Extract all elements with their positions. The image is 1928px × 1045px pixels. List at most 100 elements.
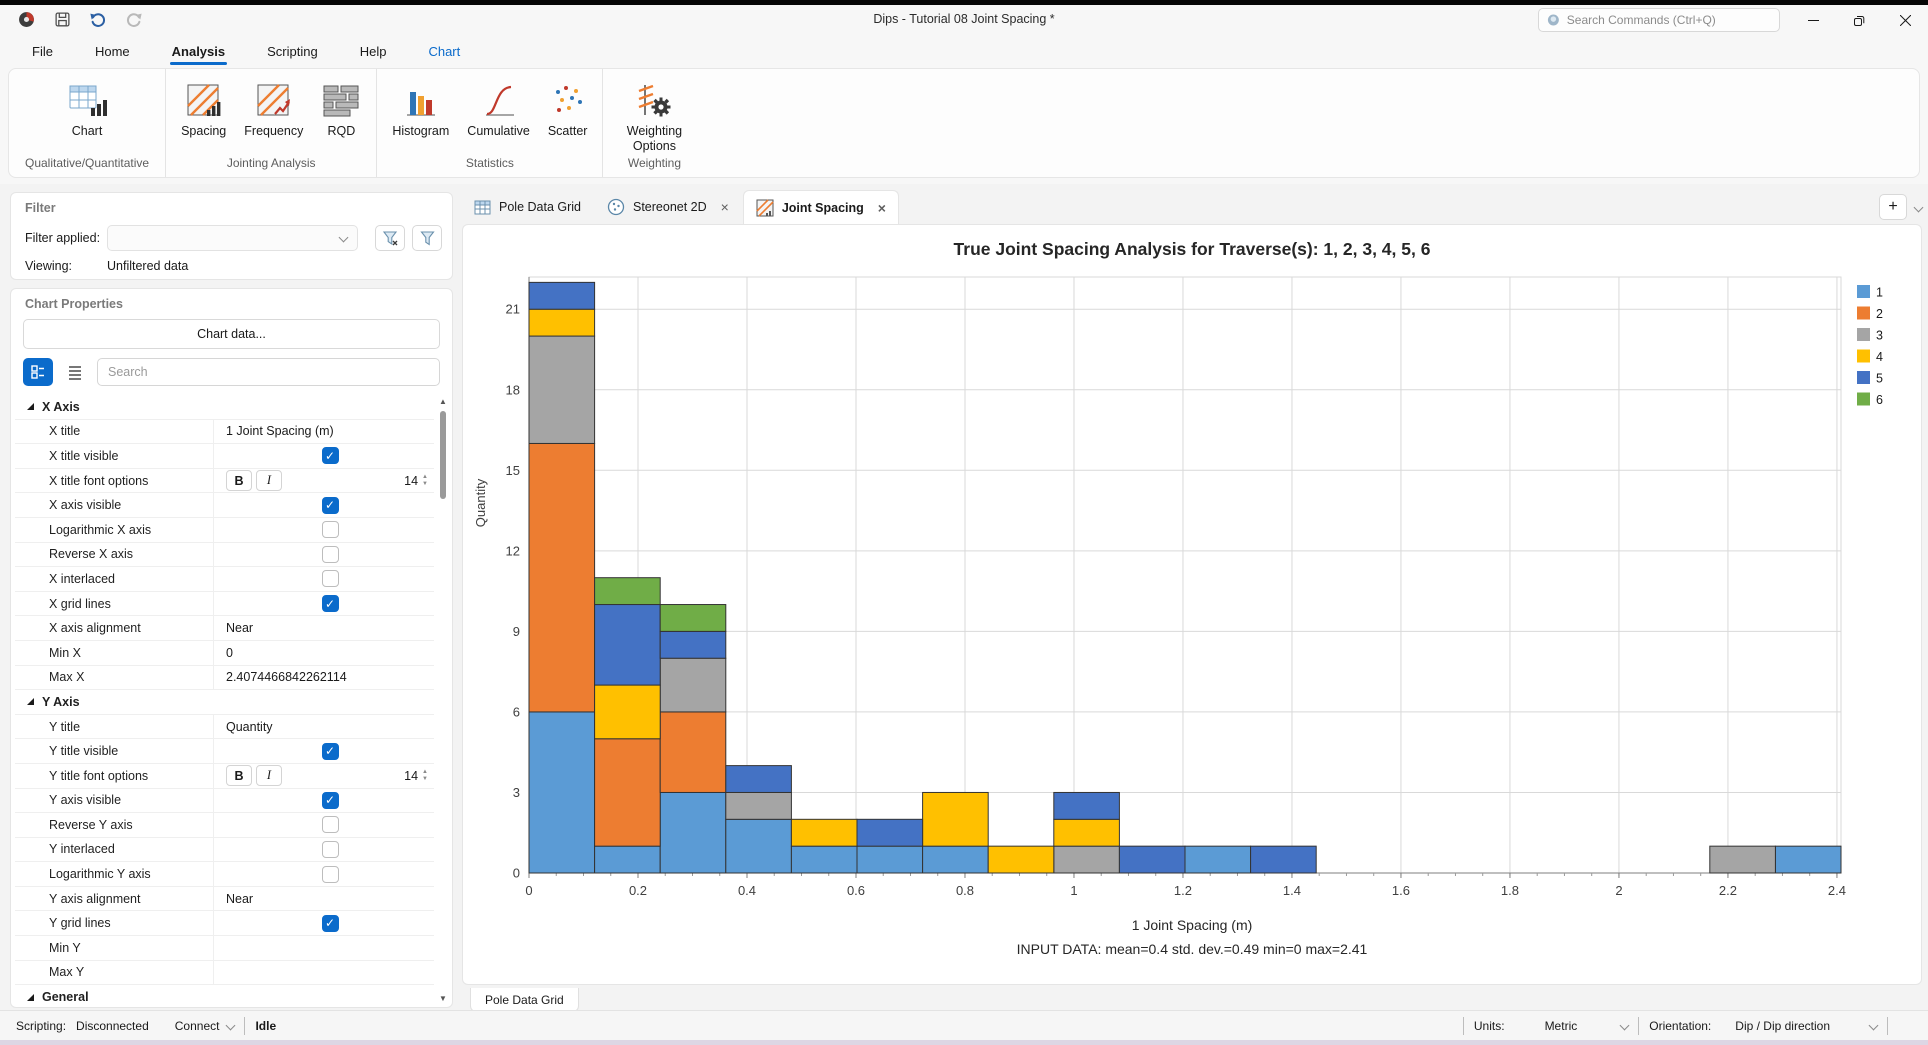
property-row[interactable]: Y axis visible ✓ [15, 788, 434, 814]
clear-filter-button[interactable] [375, 225, 405, 251]
filter-applied-combo[interactable] [107, 225, 358, 251]
property-row[interactable]: Max X 2.4074466842262114 [15, 665, 434, 691]
property-value[interactable]: Near [226, 621, 254, 636]
checkbox[interactable]: ✓ [321, 447, 339, 465]
close-icon[interactable]: × [720, 199, 729, 215]
checkbox[interactable] [321, 865, 339, 883]
tab-home[interactable]: Home [94, 43, 130, 59]
command-search-input[interactable] [1566, 13, 1771, 27]
property-row[interactable]: Reverse Y axis [15, 813, 434, 838]
font-size-value[interactable]: 14 [404, 473, 419, 488]
rqd-button[interactable]: RQD [312, 77, 370, 141]
property-value[interactable]: Near [226, 891, 254, 906]
property-value[interactable]: 1 Joint Spacing (m) [226, 424, 334, 439]
italic-button[interactable]: I [256, 765, 282, 787]
italic-button[interactable]: I [256, 470, 282, 492]
property-row[interactable]: X title font options B I 14 ▲ ▼ [15, 468, 434, 494]
property-row[interactable]: X axis visible ✓ [15, 493, 434, 518]
doc-tab-stereonet-2d[interactable]: Stereonet 2D × [595, 190, 741, 224]
collapse-triangle-icon[interactable] [27, 698, 34, 706]
property-row[interactable]: Y grid lines ✓ [15, 911, 434, 937]
checkbox[interactable] [321, 545, 339, 563]
tab-scripting[interactable]: Scripting [267, 43, 318, 59]
property-row[interactable]: Reverse X axis [15, 542, 434, 568]
weighting-options-button[interactable]: Weighting Options [609, 77, 699, 156]
checkbox[interactable]: ✓ [321, 791, 339, 809]
font-size-spinner[interactable]: ▲ ▼ [422, 474, 428, 488]
checkbox[interactable] [321, 840, 339, 858]
save-icon[interactable] [52, 9, 72, 29]
connect-button[interactable]: Connect [175, 1019, 236, 1033]
property-row[interactable]: Min Y [15, 936, 434, 961]
bottom-doc-tab-pole-data-grid[interactable]: Pole Data Grid [470, 988, 579, 1012]
undo-icon[interactable] [88, 9, 108, 29]
properties-search-input[interactable] [97, 358, 440, 386]
apply-filter-button[interactable] [412, 225, 442, 251]
checkbox[interactable]: ✓ [321, 496, 339, 514]
property-row[interactable]: Logarithmic Y axis [15, 862, 434, 887]
collapse-triangle-icon[interactable] [27, 403, 34, 411]
property-row[interactable]: Logarithmic X axis [15, 517, 434, 543]
scrollbar-thumb[interactable] [440, 411, 446, 499]
property-row[interactable]: Y title font options B I 14 ▲ ▼ [15, 763, 434, 789]
tab-file[interactable]: File [32, 43, 53, 59]
collapse-triangle-icon[interactable] [27, 993, 34, 1001]
property-group-row[interactable]: X Axis [15, 395, 434, 420]
spacing-button[interactable]: Spacing [172, 77, 235, 141]
bold-button[interactable]: B [226, 765, 252, 787]
orientation-select[interactable]: Dip / Dip direction [1735, 1019, 1879, 1033]
checkbox[interactable]: ✓ [321, 742, 339, 760]
property-row[interactable]: X title 1 Joint Spacing (m) [15, 419, 434, 445]
bold-button[interactable]: B [226, 470, 252, 492]
close-icon[interactable]: × [877, 199, 886, 216]
minimize-button[interactable] [1790, 5, 1836, 36]
property-row[interactable]: X title visible ✓ [15, 444, 434, 469]
scroll-up-icon[interactable]: ▲ [439, 397, 447, 406]
chart-svg: 0 0.2 0.4 0.6 0.8 1 1.2 1.4 1.6 1.8 2 2.2 2.40369121… [473, 276, 1883, 898]
property-group-row[interactable]: Y Axis [15, 690, 434, 715]
property-row[interactable]: X grid lines ✓ [15, 591, 434, 617]
scatter-button[interactable]: Scatter [539, 77, 597, 141]
property-row[interactable]: Y interlaced [15, 837, 434, 863]
tab-list-chevron-icon[interactable] [1913, 202, 1924, 212]
cumulative-button[interactable]: Cumulative [458, 77, 539, 141]
font-size-spinner[interactable]: ▲ ▼ [422, 769, 428, 783]
checkbox[interactable] [321, 570, 339, 588]
property-row[interactable]: Y axis alignment Near [15, 886, 434, 912]
property-value[interactable]: 0 [226, 645, 233, 660]
property-value[interactable]: 2.4074466842262114 [226, 670, 347, 685]
checkbox[interactable] [321, 521, 339, 539]
close-button[interactable] [1882, 5, 1928, 36]
units-select[interactable]: Metric [1545, 1019, 1630, 1033]
frequency-button[interactable]: Frequency [235, 77, 312, 141]
property-value[interactable]: Quantity [226, 719, 273, 734]
tab-chart-contextual[interactable]: Chart [428, 43, 461, 59]
categorized-view-toggle[interactable] [23, 358, 53, 386]
checkbox[interactable]: ✓ [321, 914, 339, 932]
property-row[interactable]: Max Y [15, 960, 434, 986]
chart-data-button[interactable]: Chart data... [23, 319, 440, 349]
property-row[interactable]: X interlaced [15, 567, 434, 592]
font-size-value[interactable]: 14 [404, 768, 419, 783]
list-view-toggle[interactable] [60, 358, 90, 386]
checkbox[interactable]: ✓ [321, 595, 339, 613]
properties-scrollbar[interactable]: ▲ ▼ [437, 397, 449, 1003]
redo-icon[interactable] [124, 9, 144, 29]
chart-button[interactable]: Chart [58, 77, 116, 141]
scroll-down-icon[interactable]: ▼ [439, 994, 447, 1003]
histogram-button[interactable]: Histogram [383, 77, 458, 141]
restore-button[interactable] [1836, 5, 1882, 36]
command-search-box[interactable] [1538, 8, 1780, 32]
tab-analysis[interactable]: Analysis [169, 40, 228, 65]
new-tab-button[interactable]: + [1879, 194, 1907, 220]
property-row[interactable]: Min X 0 [15, 640, 434, 666]
checkbox[interactable] [321, 816, 339, 834]
property-group-row[interactable]: General [15, 985, 434, 1007]
property-row[interactable]: X axis alignment Near [15, 616, 434, 641]
doc-tab-joint-spacing[interactable]: Joint Spacing × [742, 190, 899, 224]
doc-tab-pole-data-grid[interactable]: Pole Data Grid [462, 190, 593, 224]
app-logo-icon[interactable] [16, 9, 36, 29]
tab-help[interactable]: Help [359, 43, 387, 59]
property-row[interactable]: Y title visible ✓ [15, 739, 434, 764]
property-row[interactable]: Y title Quantity [15, 714, 434, 740]
